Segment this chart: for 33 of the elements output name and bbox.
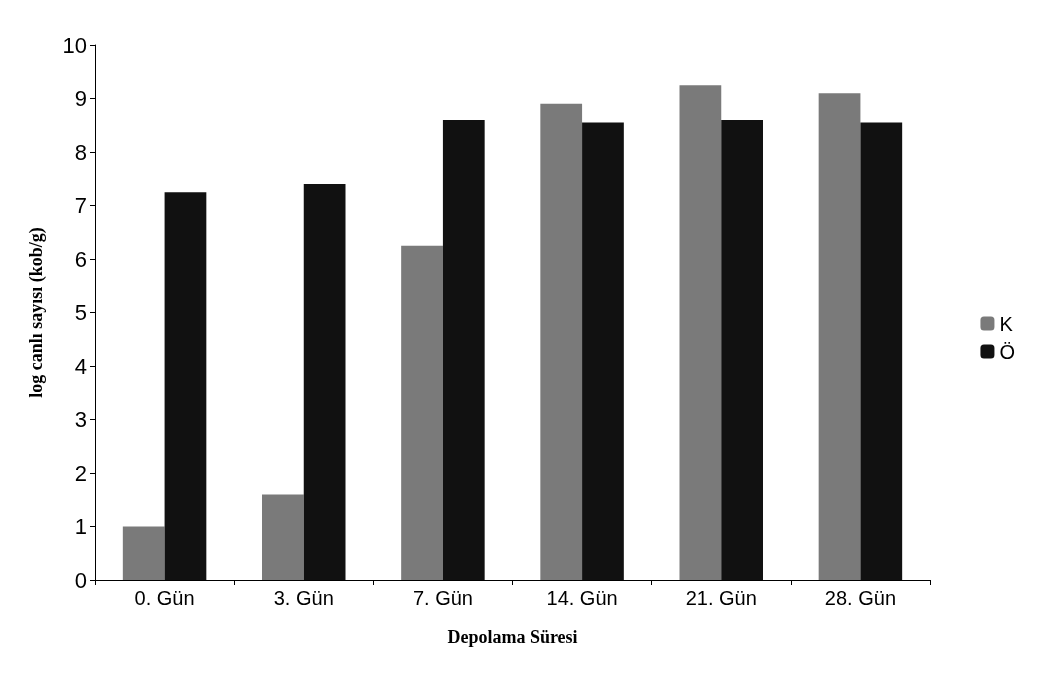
x-tick-label: 14. Gün	[546, 587, 618, 609]
bar	[582, 122, 624, 580]
y-tick-label: 3	[74, 407, 87, 432]
x-tick-label: 0. Gün	[134, 587, 195, 609]
bar	[164, 192, 207, 580]
y-tick-label: 2	[74, 460, 87, 486]
y-tick-label: 9	[74, 86, 87, 111]
bar	[818, 93, 861, 580]
bar	[303, 184, 346, 580]
y-tick-label: 5	[74, 300, 87, 325]
bar	[679, 85, 722, 580]
y-tick-label: 8	[74, 139, 87, 165]
bar	[860, 122, 903, 580]
y-tick-label: 10	[62, 32, 87, 58]
legend-label: K	[999, 312, 1014, 335]
bar	[262, 494, 304, 580]
y-tick-label: 0	[74, 567, 87, 593]
y-tick-label: 6	[74, 246, 87, 272]
y-tick-label: 1	[74, 514, 87, 539]
x-axis-title: Depolama Süresi	[447, 627, 578, 647]
y-tick-label: 4	[74, 353, 87, 379]
bar	[442, 119, 485, 580]
y-axis-title: log canlı sayısı (kob/g)	[26, 227, 47, 398]
y-tick-label: 7	[74, 193, 87, 218]
bar	[540, 103, 583, 580]
x-tick-label: 3. Gün	[273, 587, 334, 609]
legend-label: Ö	[999, 340, 1016, 363]
bar	[721, 119, 763, 580]
x-tick-label: 28. Gün	[824, 587, 896, 609]
bar	[122, 526, 165, 580]
x-tick-label: 7. Gün	[412, 587, 473, 609]
bar	[401, 245, 443, 580]
x-tick-label: 21. Gün	[685, 587, 757, 609]
